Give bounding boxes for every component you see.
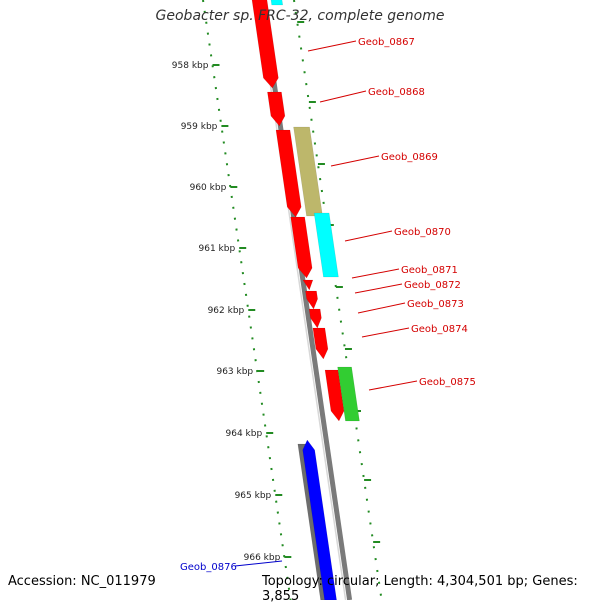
ruler-tick-label: 966 kbp xyxy=(244,553,281,563)
gene-label: Geob_0876 xyxy=(180,562,237,573)
gene-label-leader xyxy=(234,560,283,567)
ruler-tick-label: 962 kbp xyxy=(208,306,245,316)
gene-label: Geob_0870 xyxy=(394,227,451,238)
cds-geob-0867-arrow xyxy=(251,0,279,89)
gene-label: Geob_0867 xyxy=(358,37,415,48)
ruler-tick-label: 963 kbp xyxy=(216,367,253,377)
cds-geob-0874-arrow xyxy=(312,327,329,360)
gene-label: Geob_0871 xyxy=(401,265,458,276)
cds-geob-0868-arrow xyxy=(267,91,286,127)
gene-label-leader xyxy=(357,302,406,314)
ruler-tick-label: 960 kbp xyxy=(190,183,227,193)
gene-label: Geob_0874 xyxy=(411,324,468,335)
cds-geob-0869-arrow xyxy=(275,129,302,218)
gene-label-leader xyxy=(344,230,393,242)
gene-label-leader xyxy=(351,268,400,279)
ruler-tick-label: 965 kbp xyxy=(235,491,272,501)
ruler-tick-label: 964 kbp xyxy=(226,429,263,439)
cds-geob-0872-arrow xyxy=(305,290,318,310)
map-title: Geobacter sp. FRC-32, complete genome xyxy=(155,8,445,24)
cds-geob-0876-arrow xyxy=(302,439,337,600)
gene-label-leader xyxy=(368,380,418,391)
cds-geob-0875-arrow xyxy=(324,369,345,422)
gene-label: Geob_0875 xyxy=(419,377,476,388)
gene-label-leader xyxy=(361,327,410,338)
cds-geob-0870-arrow xyxy=(290,216,313,279)
gene-label-leader xyxy=(307,40,357,52)
cds-geob-0873-arrow xyxy=(308,308,322,329)
accession-text: Accession: NC_011979 xyxy=(8,574,156,589)
cds-geob-0871-arrow xyxy=(302,279,314,291)
outer-ruler-line xyxy=(293,0,383,600)
ruler-tick-label: 959 kbp xyxy=(181,122,218,132)
cds-green-bar xyxy=(337,366,360,422)
gene-label-leader xyxy=(319,90,367,103)
backbone-line xyxy=(259,0,353,600)
gene-label-leader xyxy=(354,283,403,294)
cds-cyan-bar xyxy=(313,212,339,278)
gene-label: Geob_0872 xyxy=(404,280,461,291)
cds-cyan-top-bar xyxy=(270,0,284,6)
gene-label-leader xyxy=(330,155,380,167)
gene-label: Geob_0868 xyxy=(368,87,425,98)
ruler-tick-label: 958 kbp xyxy=(172,61,209,71)
gene-label: Geob_0869 xyxy=(381,152,438,163)
backbone-highlight xyxy=(257,0,347,600)
gene-label: Geob_0873 xyxy=(407,299,464,310)
ruler-tick-label: 961 kbp xyxy=(199,244,236,254)
